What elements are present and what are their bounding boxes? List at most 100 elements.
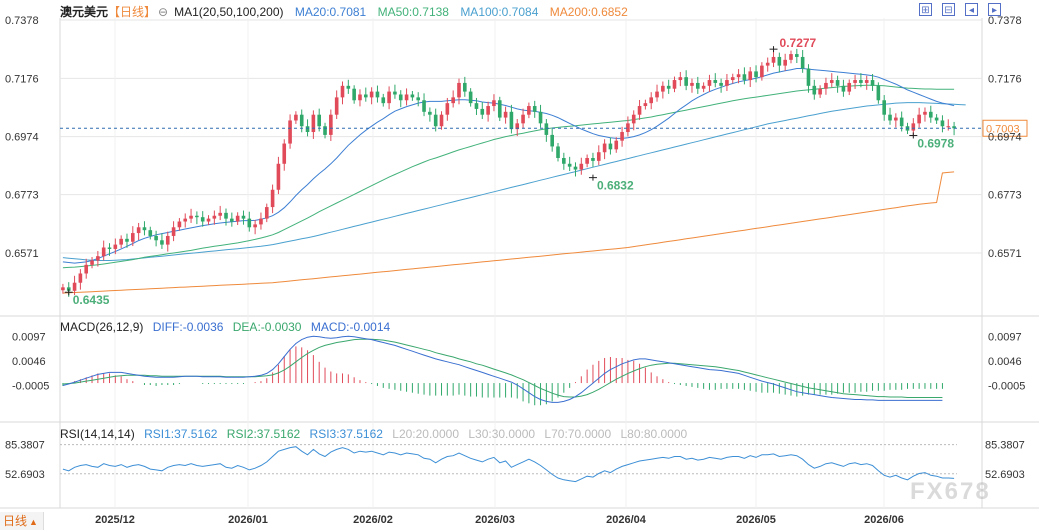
candle-body: [690, 82, 694, 86]
caret-up-icon: ▲: [29, 517, 38, 527]
watermark: FX678: [910, 478, 991, 505]
candle-body: [579, 163, 584, 170]
symbol-name: 澳元美元: [60, 5, 109, 19]
macd-tick-label-right: 0.0046: [988, 356, 1022, 368]
macd-tick-label-right: -0.0005: [988, 380, 1025, 392]
candle-body: [946, 126, 951, 128]
candle-body: [457, 82, 461, 98]
candle-body: [888, 114, 892, 121]
candle-body: [765, 62, 770, 66]
ma200-value: MA200:0.6852: [549, 5, 628, 19]
candle-body: [486, 106, 490, 115]
candle-body: [131, 233, 135, 242]
candle-body: [509, 111, 514, 130]
candle-body: [195, 215, 199, 218]
candle-body: [725, 80, 729, 86]
macd-diff-value: DIFF:-0.0036: [152, 320, 224, 334]
high-annotation-label: 0.7277: [780, 36, 817, 50]
time-tick-label: 2026/01: [228, 514, 268, 526]
macd-diff-line: [62, 335, 943, 403]
candle-body: [61, 287, 65, 291]
candle-body: [433, 114, 438, 127]
candle-body: [78, 273, 83, 283]
candle-body: [795, 54, 799, 57]
candle-body: [754, 71, 758, 78]
price-tick-label-right: 0.7176: [988, 73, 1022, 85]
candle-body: [952, 126, 956, 129]
candle-body: [398, 94, 403, 101]
move-left-icon[interactable]: ◂: [965, 3, 978, 16]
settings-icon[interactable]: ⊖: [158, 5, 169, 19]
candle-body: [497, 100, 502, 118]
candle-body: [503, 111, 508, 118]
zoom-out-icon[interactable]: ⊟: [942, 3, 955, 16]
candle-body: [812, 85, 817, 95]
candle-body: [294, 114, 298, 121]
candle-body: [480, 108, 485, 115]
candle-body: [771, 56, 776, 63]
rsi-l80: L80:80.0000: [620, 427, 688, 441]
candle-body: [381, 97, 386, 104]
candle-body: [416, 97, 421, 101]
macd-dea-value: DEA:-0.0030: [232, 320, 302, 334]
price-tick-label-right: 0.6571: [988, 248, 1022, 260]
candle-body: [247, 218, 252, 228]
candle-body: [189, 215, 193, 219]
candle-body: [142, 227, 147, 231]
candle-body: [276, 163, 281, 190]
grid: [0, 18, 1039, 509]
candle-body: [288, 120, 292, 144]
candle-body: [468, 91, 473, 104]
candle-body: [666, 85, 671, 89]
candle-body: [410, 94, 415, 98]
candle-body: [608, 143, 613, 150]
candle-body: [713, 80, 718, 83]
candle-body: [602, 143, 607, 153]
candle-body: [591, 158, 595, 161]
period-selector-button[interactable]: 日线 ▲: [0, 512, 44, 530]
candle-body: [235, 215, 240, 222]
rsi1-value: RSI1:37.5162: [144, 427, 218, 441]
candle-body: [620, 132, 624, 141]
ma-indicator-label[interactable]: MA1(20,50,100,200): [174, 5, 284, 19]
candle-body: [847, 82, 852, 92]
rsi-name[interactable]: RSI(14,14,14): [60, 427, 135, 441]
ma50-value: MA50:0.7138: [377, 5, 449, 19]
candle-body: [428, 111, 432, 115]
zoom-in-icon[interactable]: ⊞: [919, 3, 932, 16]
candle-body: [911, 123, 916, 131]
ma200-line: [62, 171, 955, 294]
candle-body: [125, 238, 129, 242]
candle-body: [218, 212, 222, 216]
candle-body: [148, 230, 153, 236]
candle-body: [719, 82, 723, 86]
period-label[interactable]: 【日线】: [108, 5, 157, 19]
candle-body: [649, 97, 654, 104]
price-tick-label-right: 0.7378: [988, 15, 1022, 27]
rsi-tick-label-right: 85.3807: [985, 440, 1025, 452]
candle-body: [463, 82, 467, 92]
macd-name[interactable]: MACD(26,12,9): [60, 320, 144, 334]
ma50-line: [62, 84, 955, 269]
candle-body: [800, 56, 805, 69]
candle-body: [72, 282, 77, 291]
rsi-l20: L20:20.0000: [392, 427, 459, 441]
candle-body: [253, 224, 257, 228]
candle-body: [165, 235, 170, 245]
candle-body: [899, 117, 904, 127]
candle-body: [451, 97, 455, 104]
current-price-label: 0.7003: [986, 123, 1020, 135]
candle-body: [352, 88, 356, 101]
candle-body: [748, 71, 753, 81]
rsi-tick-label-left: 85.3807: [5, 440, 45, 452]
move-right-icon[interactable]: ▸: [988, 3, 1001, 16]
candle-body: [282, 143, 287, 164]
candle-body: [736, 74, 741, 78]
candle-body: [317, 114, 322, 127]
candle-body: [177, 221, 182, 228]
candle-body: [614, 140, 619, 150]
price-tick-label-right: 0.6974: [988, 132, 1022, 144]
candle-body: [346, 85, 351, 89]
macd-panel: [62, 335, 943, 406]
